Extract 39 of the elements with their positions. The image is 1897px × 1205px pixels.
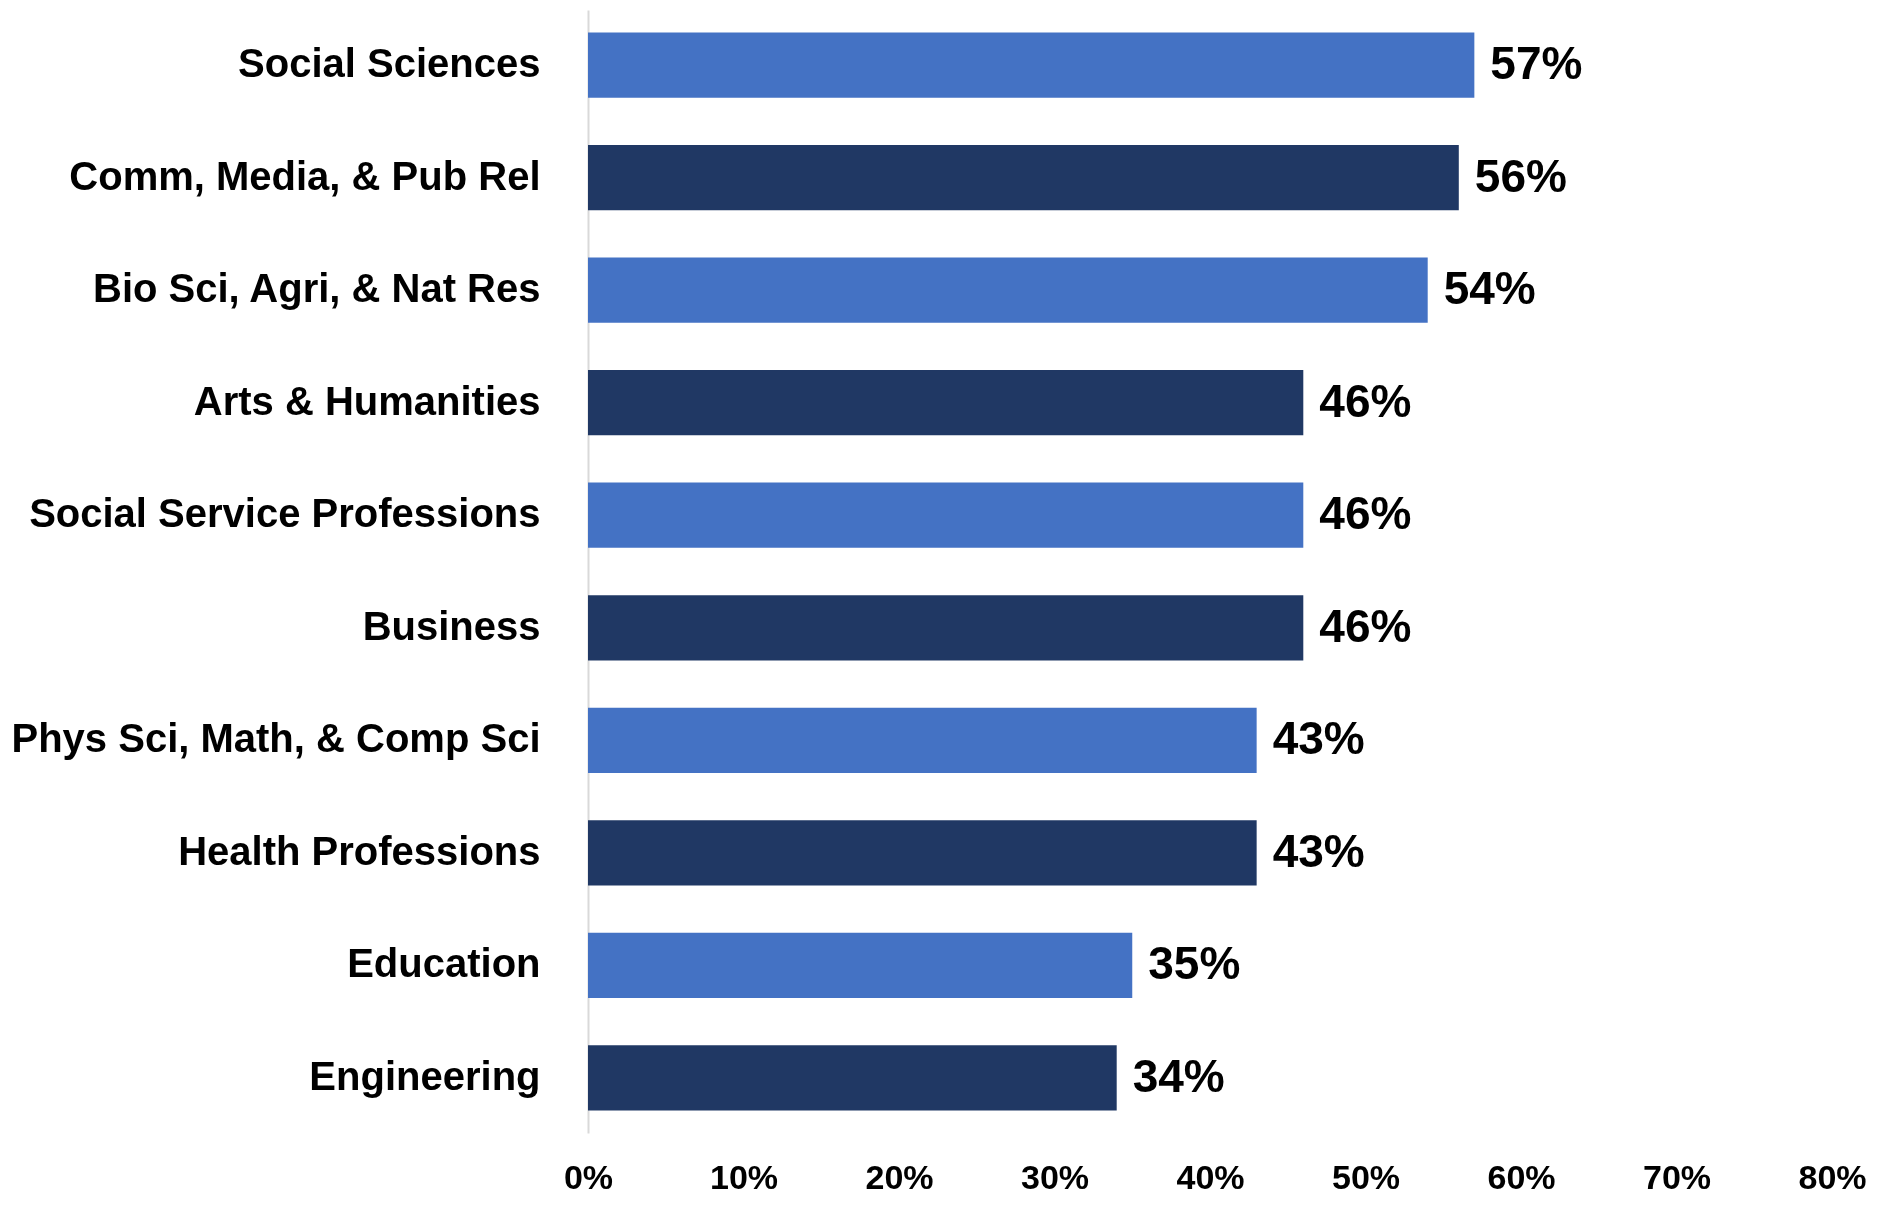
y-tick-label: Phys Sci, Math, & Comp Sci [11,716,541,761]
x-tick-label: 0% [563,1157,614,1196]
y-tick-label: Comm, Media, & Pub Rel [69,153,541,198]
x-tick-label: 70% [1642,1157,1712,1196]
y-tick-label: Social Sciences [238,41,541,86]
data-label: 54% [1443,262,1536,315]
bar [588,145,1459,211]
data-label: 57% [1490,37,1583,90]
x-tick-label: 80% [1798,1157,1867,1196]
x-tick-label: 20% [865,1157,934,1196]
bar [588,370,1304,436]
data-label: 56% [1474,149,1567,202]
y-tick-label: Engineering [309,1053,541,1098]
y-tick-label: Social Service Professions [29,491,541,536]
y-tick-label: Education [347,941,541,986]
bar [588,932,1133,998]
data-label: 46% [1319,599,1412,652]
bar [588,595,1304,661]
x-tick-label: 10% [709,1157,779,1196]
y-tick-label: Health Professions [178,828,541,873]
x-tick-label: 60% [1487,1157,1556,1196]
data-label: 43% [1272,712,1365,765]
x-tick-label: 50% [1331,1157,1401,1196]
data-label: 35% [1148,937,1241,990]
data-label: 46% [1319,487,1412,540]
bar [588,707,1257,773]
bar [588,257,1428,323]
bar [588,482,1304,548]
data-label: 46% [1319,374,1412,427]
bar [588,1045,1117,1111]
data-label: 43% [1272,824,1365,877]
bar [588,32,1475,98]
x-tick-label: 40% [1176,1157,1245,1196]
y-tick-label: Business [362,603,541,648]
bar [588,820,1257,886]
y-tick-label: Arts & Humanities [193,378,541,423]
y-tick-label: Bio Sci, Agri, & Nat Res [93,266,541,311]
data-label: 34% [1132,1049,1225,1102]
x-tick-label: 30% [1020,1157,1090,1196]
